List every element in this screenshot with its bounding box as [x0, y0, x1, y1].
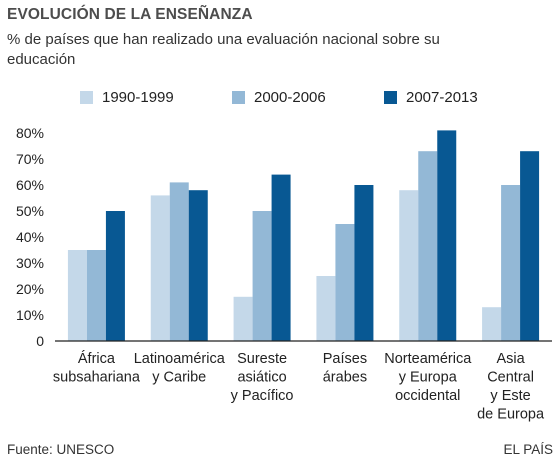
bar-2000-2006 — [86, 250, 106, 341]
bar-2007-2013 — [105, 211, 125, 341]
legend: 1990-1999 2000-2006 2007-2013 — [0, 88, 560, 108]
x-tick-label-line: Norteamérica — [384, 351, 472, 367]
x-tick-label-line: Sureste — [237, 351, 287, 367]
bar-1990-1999 — [67, 250, 87, 341]
source-note: Fuente: UNESCO — [7, 442, 115, 457]
x-tick-label-line: y Caribe — [152, 370, 206, 386]
bar-2007-2013 — [437, 130, 457, 341]
x-tick-label: Norteamérica y Europa occidental — [384, 351, 472, 404]
bar-2007-2013 — [354, 185, 374, 341]
bar-2007-2013 — [271, 174, 291, 341]
bar-1990-1999 — [233, 296, 253, 341]
x-tick-label: África subsahariana — [53, 350, 141, 386]
bar-1990-1999 — [482, 307, 502, 341]
bar-1990-1999 — [150, 195, 170, 341]
y-tick-label: 30% — [16, 255, 44, 271]
bar-2000-2006 — [169, 182, 189, 341]
x-tick-label-line: Asia — [496, 351, 525, 367]
legend-label: 2000-2006 — [254, 89, 326, 106]
legend-swatch-2007-2013 — [384, 91, 397, 104]
x-tick-label-line: y Pacífico — [231, 388, 294, 404]
x-tick-label-line: asiático — [237, 370, 286, 386]
bar-2000-2006 — [252, 211, 272, 341]
y-tick-label: 10% — [16, 307, 44, 323]
x-tick-label: Países árabes — [323, 351, 367, 386]
chart-subtitle: % de países que han realizado una evalua… — [7, 31, 440, 68]
x-tick-label-line: y Europa — [399, 370, 458, 386]
x-tick-label: Asia Central y Este de Europa — [477, 351, 545, 423]
x-tick-label: Latinoamérica y Caribe — [134, 351, 226, 386]
y-tick-label: 50% — [16, 203, 44, 219]
legend-swatch-1990-1999 — [80, 91, 93, 104]
bar-1990-1999 — [316, 276, 336, 341]
y-tick-label: 40% — [16, 229, 44, 245]
bar-2007-2013 — [520, 151, 540, 341]
bar-2000-2006 — [501, 185, 521, 341]
x-tick-label: Sureste asiático y Pacífico — [231, 351, 294, 404]
legend-label: 2007-2013 — [406, 89, 478, 106]
y-tick-label: 70% — [16, 151, 44, 167]
x-tick-label-line: subsahariana — [53, 370, 141, 386]
y-tick-label: 80% — [16, 125, 44, 141]
bar-2007-2013 — [188, 190, 208, 341]
x-tick-label-line: occidental — [395, 388, 460, 404]
legend-label: 1990-1999 — [102, 89, 174, 106]
x-tick-label-line: Latinoamérica — [134, 351, 226, 367]
x-tick-label-line: Central — [487, 370, 534, 386]
x-tick-label-line: y Este — [490, 388, 530, 404]
y-tick-label: 20% — [16, 281, 44, 297]
chart-title: EVOLUCIÓN DE LA ENSEÑANZA — [7, 6, 253, 23]
x-tick-label-line: Países — [323, 351, 367, 367]
legend-swatch-2000-2006 — [232, 91, 245, 104]
y-tick-label: 0 — [36, 333, 44, 349]
x-tick-label-line: árabes — [323, 370, 367, 386]
y-tick-label: 60% — [16, 177, 44, 193]
bar-2000-2006 — [335, 224, 355, 341]
x-tick-label-line: de Europa — [477, 407, 545, 423]
bar-2000-2006 — [418, 151, 438, 341]
bar-1990-1999 — [399, 190, 419, 341]
x-tick-label-line: África — [78, 350, 116, 367]
brand-logo-text: EL PAÍS — [503, 442, 553, 457]
